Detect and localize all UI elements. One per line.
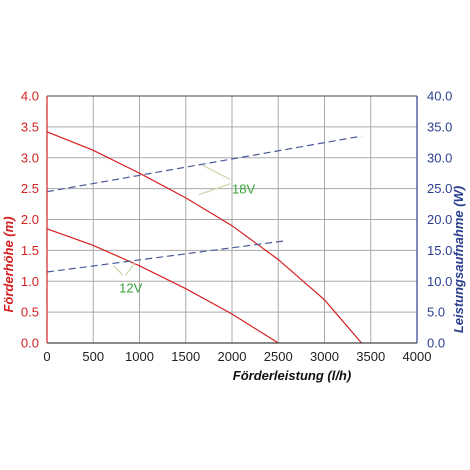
y-left-tick-label: 4.0	[21, 89, 39, 104]
y-right-tick-label: 25.0	[427, 181, 452, 196]
x-tick-labels: 0 500 1000 1500 2000 2500 3000 3500 4000	[43, 349, 431, 364]
voltage-label: 18V	[232, 182, 255, 197]
x-tick-label: 0	[43, 349, 50, 364]
x-tick-label: 1500	[171, 349, 200, 364]
annotation-leader	[198, 183, 231, 196]
frame	[46, 95, 418, 344]
y-left-tick-label: 3.5	[21, 119, 39, 134]
y-right-tick-label: 20.0	[427, 212, 452, 227]
y-right-tick-label: 40.0	[427, 89, 452, 104]
y-right-axis-title: Leistungsaufnahme (W)	[451, 186, 466, 333]
y-left-tick-label: 1.5	[21, 243, 39, 258]
y-right-tick-labels: 0.0 5.0 10.0 15.0 20.0 25.0 30.0 35.0 40.0	[427, 89, 452, 351]
annotation-layer: 12V 18V	[113, 164, 255, 295]
x-axis-title: Förderleistung (l/h)	[233, 368, 351, 383]
x-tick-label: 2000	[218, 349, 247, 364]
x-tick-label: 3500	[356, 349, 385, 364]
x-tick-label: 1000	[125, 349, 154, 364]
x-tick-label: 4000	[403, 349, 432, 364]
y-right-tick-label: 10.0	[427, 274, 452, 289]
grid	[46, 95, 418, 344]
y-left-tick-label: 3.0	[21, 150, 39, 165]
voltage-label: 12V	[119, 280, 142, 295]
x-tick-label: 3000	[310, 349, 339, 364]
y-left-tick-label: 0.0	[21, 336, 39, 351]
power-curve-3	[46, 240, 283, 273]
y-left-tick-label: 1.0	[21, 274, 39, 289]
y-left-tick-label: 0.5	[21, 305, 39, 320]
series-layer	[46, 131, 362, 344]
head-curve-2	[46, 131, 362, 344]
y-left-tick-labels: 0.0 0.5 1.0 1.5 2.0 2.5 3.0 3.5 4.0	[21, 89, 39, 351]
annotation-leader	[125, 262, 136, 276]
y-left-axis-title: Förderhöhe (m)	[1, 216, 16, 312]
y-left-tick-label: 2.5	[21, 181, 39, 196]
x-tick-label: 500	[82, 349, 104, 364]
head-curve-1	[46, 228, 279, 344]
power-curve-4	[46, 135, 362, 193]
y-right-tick-label: 15.0	[427, 243, 452, 258]
annotation-leader	[113, 265, 124, 276]
y-right-tick-label: 5.0	[427, 305, 445, 320]
y-right-tick-label: 30.0	[427, 150, 452, 165]
y-right-tick-label: 0.0	[427, 336, 445, 351]
annotation-leader	[202, 164, 231, 180]
y-left-tick-label: 2.0	[21, 212, 39, 227]
y-right-tick-label: 35.0	[427, 119, 452, 134]
x-tick-label: 2500	[264, 349, 293, 364]
